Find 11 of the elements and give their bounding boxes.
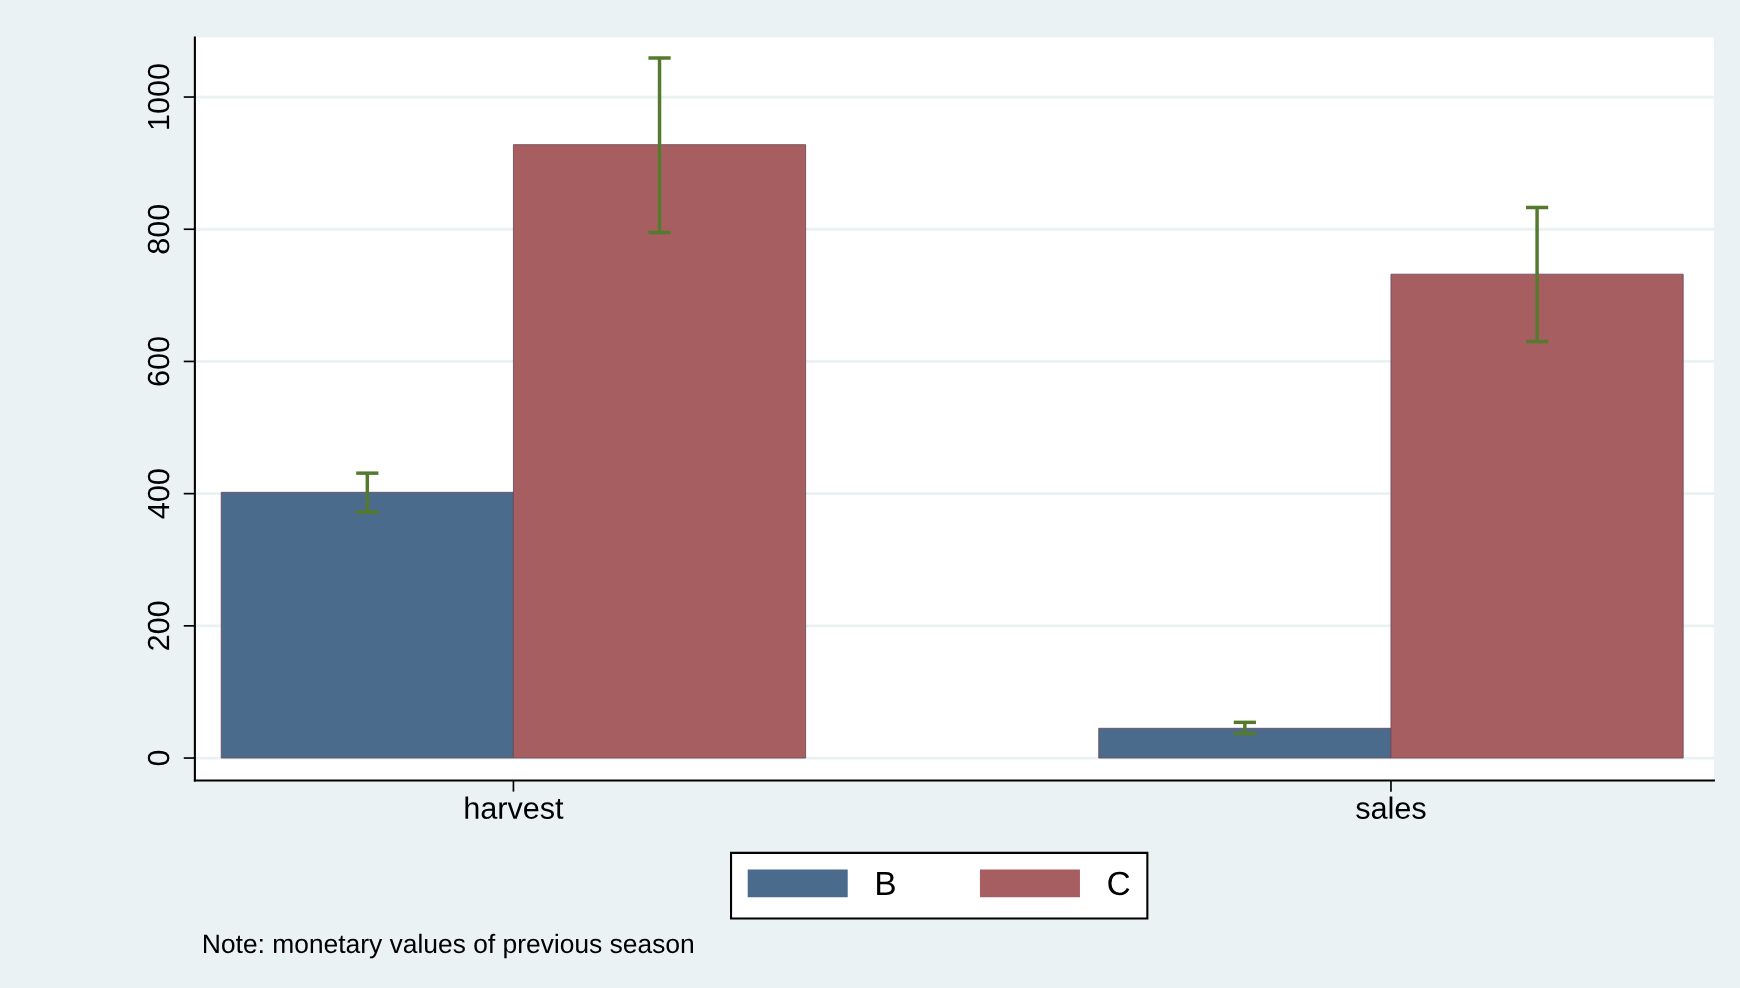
y-tick-label: 400 [147,469,170,519]
x-tick-label: harvest [465,796,564,819]
text: Note: monetary values of previous season [204,933,693,959]
x-tick-label: sales [1356,796,1426,819]
legend-label: B [877,871,895,895]
y-tick-label: 800 [147,204,170,254]
y-tick-label: 600 [147,337,170,386]
y-tick-label: 0 [147,750,170,766]
y-tick-label: 200 [147,601,170,650]
legend-label: C [1108,871,1130,896]
y-tick-label: 1000 [147,64,170,129]
